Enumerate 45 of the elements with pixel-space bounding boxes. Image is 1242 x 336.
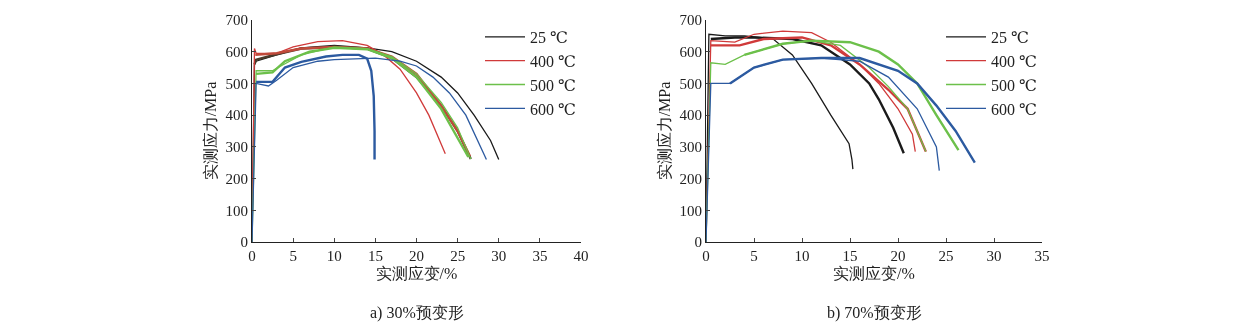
y-tick-label: 0 bbox=[240, 234, 248, 251]
legend-label: 500 ℃ bbox=[991, 76, 1037, 94]
x-tick-label: 25 bbox=[938, 248, 954, 264]
y-tick-label: 600 bbox=[679, 43, 702, 60]
y-tick-label: 300 bbox=[679, 139, 702, 156]
x-tick-label: 35 bbox=[1034, 248, 1050, 264]
legend-label: 400 ℃ bbox=[991, 52, 1037, 70]
x-tick-label: 30 bbox=[491, 248, 507, 264]
y-tick-label: 200 bbox=[679, 170, 702, 187]
x-tick-label: 5 bbox=[289, 248, 297, 264]
y-tick-label: 700 bbox=[679, 12, 702, 29]
x-tick-label: 5 bbox=[750, 248, 758, 264]
legend-label: 25 ℃ bbox=[530, 29, 568, 47]
y-tick-label: 600 bbox=[225, 43, 248, 60]
y-axis-title: 实测应力/MPa bbox=[202, 81, 220, 181]
legend-label: 400 ℃ bbox=[530, 52, 576, 70]
y-tick-label: 300 bbox=[225, 139, 248, 156]
x-axis-title: 实测应变/% bbox=[375, 264, 458, 282]
y-tick-label: 400 bbox=[225, 107, 248, 124]
legend-label: 25 ℃ bbox=[991, 29, 1029, 47]
x-tick-label: 10 bbox=[326, 248, 342, 264]
y-tick-label: 100 bbox=[679, 202, 702, 219]
y-tick-label: 0 bbox=[694, 234, 702, 251]
legend-label: 600 ℃ bbox=[530, 100, 576, 118]
text: a) 30%预变形 bbox=[370, 304, 464, 322]
x-tick-label: 15 bbox=[842, 248, 858, 264]
x-tick-label: 30 bbox=[986, 248, 1002, 264]
y-tick-label: 400 bbox=[679, 107, 702, 124]
x-tick-label: 20 bbox=[409, 248, 424, 264]
x-tick-label: 10 bbox=[794, 248, 810, 264]
y-tick-label: 500 bbox=[679, 75, 702, 92]
x-tick-label: 40 bbox=[573, 248, 589, 264]
y-axis-title: 实测应力/MPa bbox=[656, 81, 674, 181]
y-tick-label: 500 bbox=[225, 75, 248, 92]
x-tick-label: 20 bbox=[890, 248, 906, 264]
y-tick-label: 700 bbox=[225, 12, 248, 29]
x-tick-label: 35 bbox=[532, 248, 548, 264]
x-tick-label: 15 bbox=[367, 248, 383, 264]
legend-label: 600 ℃ bbox=[991, 100, 1037, 118]
y-tick-label: 100 bbox=[225, 202, 248, 219]
text: b) 70%预变形 bbox=[827, 304, 922, 322]
legend-label: 500 ℃ bbox=[530, 76, 576, 94]
y-tick-label: 200 bbox=[225, 170, 248, 187]
x-axis-title: 实测应变/% bbox=[833, 264, 915, 282]
x-tick-label: 25 bbox=[450, 248, 466, 264]
